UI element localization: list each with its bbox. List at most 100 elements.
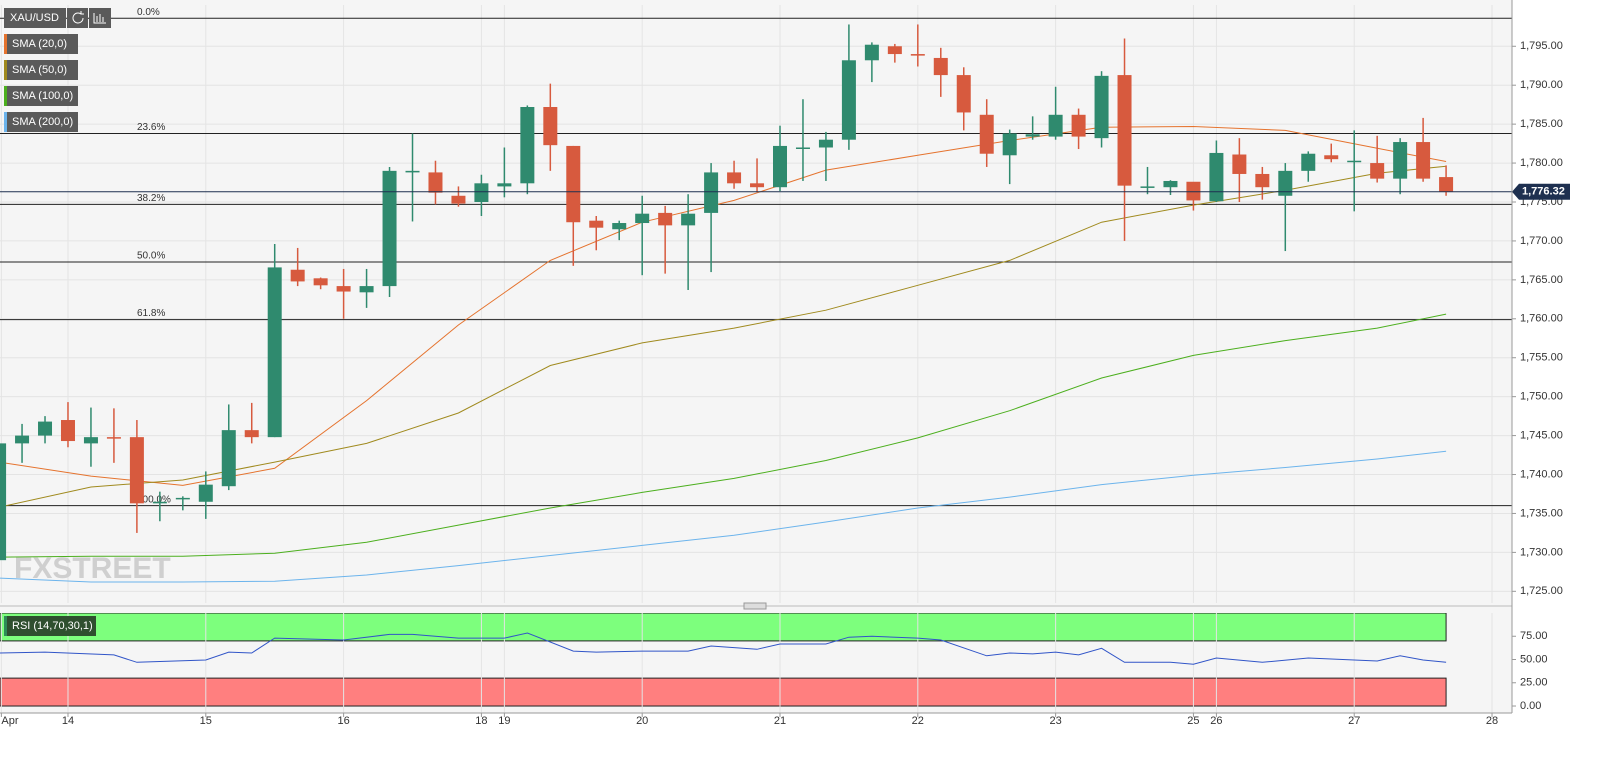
candle-body xyxy=(336,286,351,292)
refresh-button[interactable] xyxy=(67,8,88,28)
candle-body xyxy=(405,170,420,173)
x-tick-label: 23 xyxy=(1049,715,1061,727)
candle-body xyxy=(267,267,282,438)
candle-body xyxy=(1232,154,1247,174)
x-tick-label: 27 xyxy=(1348,715,1360,727)
last-price-tag xyxy=(1512,183,1570,200)
candle-body xyxy=(1117,75,1132,186)
y-tick-label: 1,790.00 xyxy=(1520,79,1563,91)
x-tick-label: 20 xyxy=(636,715,648,727)
x-tick-label: 15 xyxy=(200,715,212,727)
candle-body xyxy=(795,147,810,149)
candle-body xyxy=(979,114,994,154)
candle-body xyxy=(359,286,374,293)
candle-body xyxy=(290,269,305,282)
candle-body xyxy=(1347,160,1362,163)
fib-label: 100.0% xyxy=(137,494,171,505)
x-tick-label: 18 xyxy=(475,715,487,727)
candle-body xyxy=(38,421,53,436)
rsi-band xyxy=(0,613,1447,642)
y-tick-label: 1,770.00 xyxy=(1520,235,1563,247)
legend-swatch xyxy=(4,34,7,54)
candle-body xyxy=(635,213,650,224)
x-tick-label: 22 xyxy=(912,715,924,727)
price-pane: 0.0% 23.6% 38.2% 50.0% 61.8% 100.0% xyxy=(0,5,1512,603)
x-tick-label: 25 xyxy=(1187,715,1199,727)
candle-body xyxy=(474,183,489,202)
sma-line xyxy=(0,125,1447,486)
candle-body xyxy=(1002,133,1017,156)
candle-body xyxy=(1186,181,1201,201)
candle-body xyxy=(566,145,581,223)
x-tick-label: Apr xyxy=(1,715,18,727)
x-tick-label: 19 xyxy=(498,715,510,727)
legend-label: SMA (50,0) xyxy=(12,64,67,76)
pane-resize-handle[interactable] xyxy=(743,602,767,610)
y-tick-label: 25.00 xyxy=(1520,677,1548,689)
legend-label: SMA (200,0) xyxy=(12,116,73,128)
candle-body xyxy=(1255,173,1270,188)
y-tick-label: 75.00 xyxy=(1520,630,1548,642)
y-tick-label: 1,755.00 xyxy=(1520,352,1563,364)
candle-body xyxy=(382,170,397,287)
legend-bg xyxy=(4,112,78,132)
y-tick-label: 1,725.00 xyxy=(1520,585,1563,597)
candle-body xyxy=(1071,114,1086,137)
candle-body xyxy=(681,213,696,226)
candle-body xyxy=(1163,180,1178,188)
candle-body xyxy=(773,145,788,188)
candle-body xyxy=(956,75,971,113)
rsi-line xyxy=(0,632,1447,665)
candle-body xyxy=(818,139,833,148)
candle-body xyxy=(658,212,673,226)
candle-body xyxy=(1324,155,1339,160)
candle-body xyxy=(129,437,144,504)
legend-swatch xyxy=(4,86,7,106)
candle-body xyxy=(244,430,259,438)
legend-swatch xyxy=(4,616,7,636)
candle-body xyxy=(520,107,535,184)
candle-body xyxy=(1439,177,1454,192)
candle-body xyxy=(1370,163,1385,179)
candle-body xyxy=(841,60,856,140)
candle-body xyxy=(910,54,925,56)
settings-icon xyxy=(93,13,106,24)
y-tick-label: 50.00 xyxy=(1520,653,1548,665)
legend-label: SMA (100,0) xyxy=(12,90,73,102)
candle-body xyxy=(1209,152,1224,202)
candle-body xyxy=(1416,142,1431,179)
y-tick-label: 1,735.00 xyxy=(1520,507,1563,519)
candle-body xyxy=(1140,186,1155,188)
legend-bg xyxy=(4,86,78,106)
x-tick-label: 28 xyxy=(1486,715,1498,727)
x-tick-label: 16 xyxy=(337,715,349,727)
candle-body xyxy=(612,223,627,230)
legend: SMA (20,0) SMA (50,0) SMA (100,0) SMA (200,… xyxy=(4,34,96,636)
candle-body xyxy=(1393,142,1408,179)
candle-body xyxy=(106,437,121,439)
symbol-box[interactable]: XAU/USD xyxy=(4,8,111,28)
sma-line xyxy=(0,313,1447,558)
candle-body xyxy=(1301,153,1316,171)
legend-label: RSI (14,70,30,1) xyxy=(12,620,93,632)
axes: 1,725.00 1,730.00 1,735.00 1,740.00 1,745.00… xyxy=(0,40,1570,727)
y-tick-label: 0.00 xyxy=(1520,700,1541,712)
candle-body xyxy=(727,172,742,184)
candle-body xyxy=(704,172,719,213)
candle-body xyxy=(175,497,190,500)
legend-bg xyxy=(4,60,78,80)
legend-bg xyxy=(4,616,96,636)
candle-body xyxy=(313,278,328,286)
x-tick-label: 14 xyxy=(62,715,74,727)
candle-body xyxy=(0,443,7,561)
candle-body xyxy=(83,437,98,444)
fib-label: 0.0% xyxy=(137,7,160,18)
rsi-band xyxy=(0,677,1447,707)
y-tick-label: 1,795.00 xyxy=(1520,40,1563,52)
sma-line xyxy=(0,165,1447,508)
candle-body xyxy=(1278,170,1293,196)
y-tick-label: 1,730.00 xyxy=(1520,546,1563,558)
y-tick-label: 1,745.00 xyxy=(1520,429,1563,441)
legend-label: SMA (20,0) xyxy=(12,38,67,50)
